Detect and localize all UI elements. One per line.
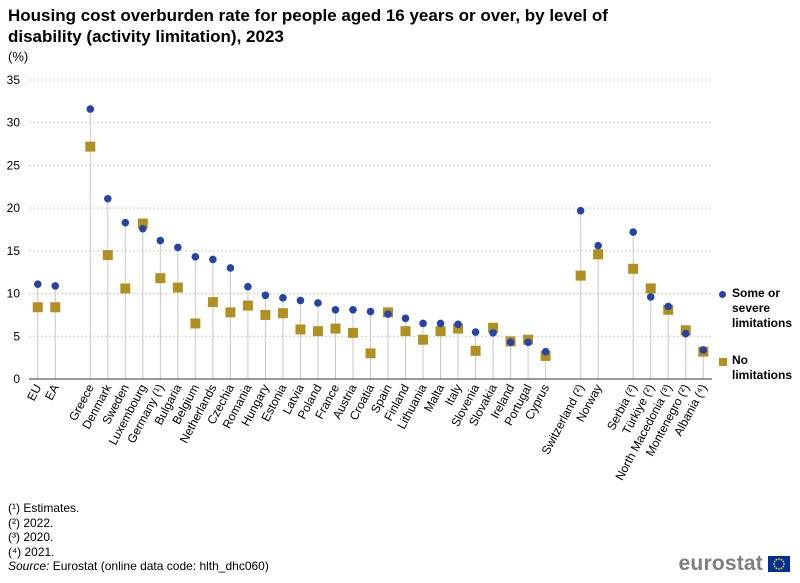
marker-no-limitations xyxy=(575,270,586,281)
marker-some-limitations xyxy=(489,329,497,337)
marker-some-limitations xyxy=(594,241,602,250)
marker-no-limitations xyxy=(137,218,148,229)
marker-some-limitations xyxy=(436,319,445,328)
marker-some-limitations xyxy=(629,228,637,236)
marker-no-limitations xyxy=(295,324,306,335)
footnote-estimates: (¹) Estimates. xyxy=(8,501,80,515)
marker-no-limitations xyxy=(190,318,201,329)
marker-some-limitations xyxy=(576,206,585,215)
marker-some-limitations xyxy=(681,329,690,338)
marker-some-limitations xyxy=(51,282,60,290)
eu-flag-icon xyxy=(768,556,790,572)
marker-no-limitations xyxy=(277,308,288,319)
marker-no-limitations xyxy=(593,249,604,260)
marker-some-limitations xyxy=(33,280,42,288)
source-line: Source: Eurostat (online data code: hlth… xyxy=(8,559,269,574)
footnote-2021: (⁴) 2021. xyxy=(8,544,55,559)
marker-no-limitations xyxy=(540,350,551,361)
marker-some-limitations xyxy=(314,299,322,307)
footnote-2020: (³) 2020. xyxy=(8,530,54,544)
eurostat-logo-text: eurostat xyxy=(678,552,763,575)
marker-some-limitations xyxy=(86,105,95,113)
y-tick-label-30: 30 xyxy=(7,116,21,130)
y-axis-unit-label: (%) xyxy=(8,49,29,64)
marker-some-limitations xyxy=(296,296,305,305)
footnotes: (¹) Estimates. (²) 2022. (³) 2020. (⁴) 2… xyxy=(8,501,269,574)
marker-no-limitations xyxy=(453,323,464,334)
marker-no-limitations xyxy=(330,323,341,334)
footnote-2022: (²) 2022. xyxy=(8,515,54,530)
marker-some-limitations xyxy=(209,255,217,264)
legend-circle-marker-icon xyxy=(719,291,726,298)
marker-some-limitations xyxy=(156,236,165,245)
marker-no-limitations xyxy=(172,282,183,293)
marker-no-limitations xyxy=(418,334,429,345)
marker-no-limitations xyxy=(628,263,639,274)
marker-some-limitations xyxy=(401,314,410,323)
eurostat-logo: eurostat xyxy=(679,552,790,576)
marker-some-limitations xyxy=(384,310,392,318)
marker-some-limitations xyxy=(699,346,708,354)
y-tick-label-20: 20 xyxy=(7,201,21,215)
marker-some-limitations xyxy=(279,294,287,302)
marker-some-limitations xyxy=(121,218,130,227)
marker-no-limitations xyxy=(32,302,43,313)
marker-some-limitations xyxy=(524,338,532,347)
marker-some-limitations xyxy=(471,328,480,336)
marker-some-limitations xyxy=(226,264,235,272)
marker-some-limitations xyxy=(331,306,340,314)
x-tick-label: EU xyxy=(24,382,44,403)
y-tick-label-25: 25 xyxy=(7,158,21,172)
y-tick-label-5: 5 xyxy=(13,329,20,343)
marker-no-limitations xyxy=(470,345,481,356)
marker-some-limitations xyxy=(646,293,655,301)
marker-no-limitations xyxy=(312,326,323,337)
marker-no-limitations xyxy=(155,273,166,284)
marker-no-limitations xyxy=(645,283,656,294)
marker-no-limitations xyxy=(365,348,376,359)
marker-no-limitations xyxy=(400,326,411,337)
legend-label-no-limitations: No limitations xyxy=(732,353,793,382)
marker-no-limitations xyxy=(207,297,218,308)
x-tick-label: EA xyxy=(42,382,62,403)
marker-some-limitations xyxy=(541,347,550,356)
chart-title: Housing cost overburden rate for people … xyxy=(8,6,608,46)
marker-some-limitations xyxy=(261,291,270,300)
marker-some-limitations xyxy=(664,302,673,311)
marker-no-limitations xyxy=(488,322,499,333)
marker-some-limitations xyxy=(349,306,357,314)
marker-some-limitations xyxy=(454,320,462,329)
legend-label-limitations: Some or severe limitations xyxy=(732,286,793,330)
marker-some-limitations xyxy=(174,243,182,252)
y-tick-label-0: 0 xyxy=(13,372,20,386)
marker-no-limitations xyxy=(435,326,446,337)
marker-no-limitations xyxy=(120,283,131,294)
marker-no-limitations xyxy=(260,309,271,320)
marker-no-limitations xyxy=(50,302,61,313)
source-label: Source: xyxy=(8,559,50,573)
y-tick-label-15: 15 xyxy=(7,244,21,258)
marker-some-limitations xyxy=(139,224,147,233)
marker-no-limitations xyxy=(102,250,113,261)
marker-no-limitations xyxy=(347,327,358,338)
y-tick-label-10: 10 xyxy=(7,287,21,301)
legend-item-no-limitations[interactable]: No limitations xyxy=(718,353,800,383)
marker-some-limitations xyxy=(104,194,112,203)
legend-item-limitations[interactable]: Some or severe limitations xyxy=(718,286,800,331)
legend: Some or severe limitations No limitation… xyxy=(718,286,800,405)
legend-square-marker-icon xyxy=(719,358,727,366)
y-tick-label-35: 35 xyxy=(7,73,21,87)
source-text: Eurostat (online data code: hlth_dhc060) xyxy=(52,559,269,573)
marker-some-limitations xyxy=(366,307,375,316)
marker-no-limitations xyxy=(85,141,96,152)
marker-no-limitations xyxy=(242,300,253,311)
marker-some-limitations xyxy=(191,253,200,261)
marker-some-limitations xyxy=(506,338,515,347)
marker-some-limitations xyxy=(419,319,427,328)
marker-some-limitations xyxy=(244,282,252,291)
marker-no-limitations xyxy=(225,307,236,318)
